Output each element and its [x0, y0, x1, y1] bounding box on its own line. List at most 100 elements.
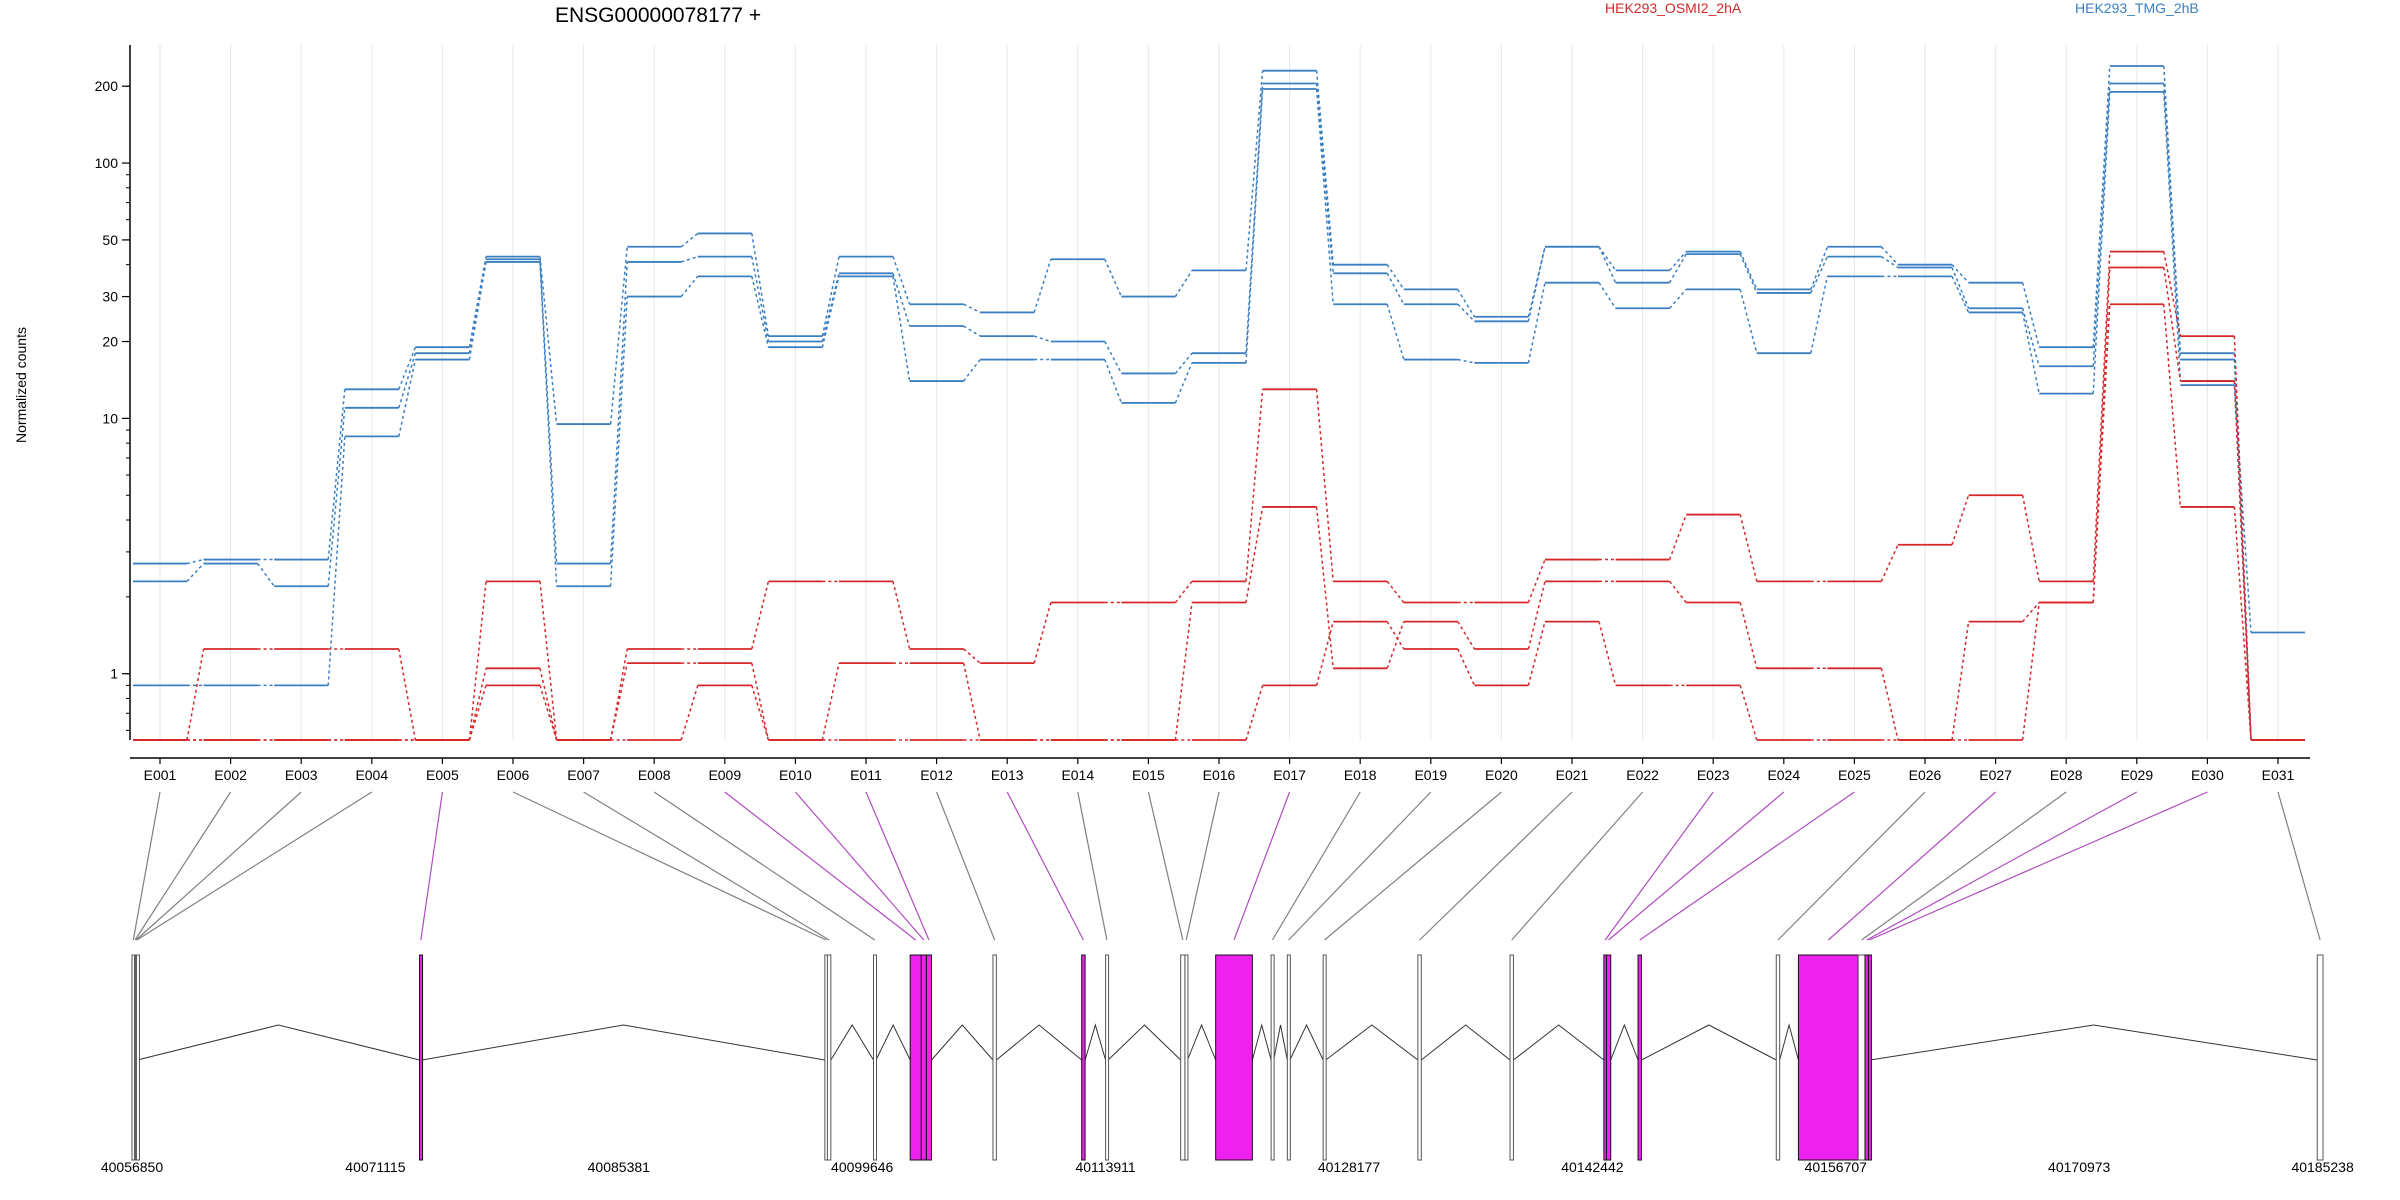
exon-connector-e026: [1777, 791, 1926, 941]
exon-connector-e010: [794, 791, 925, 941]
series-connector: [1951, 267, 1970, 309]
series-connector: [963, 325, 981, 337]
exon-connector-e004: [136, 791, 373, 941]
exon-connector-e003: [135, 791, 302, 941]
series-connector: [751, 233, 770, 337]
exon-box-e030: [1867, 954, 1872, 1161]
series-connector: [2021, 282, 2040, 348]
series-connector: [751, 685, 770, 741]
intron-line: [137, 1024, 420, 1061]
series-connector: [1104, 258, 1123, 297]
series-connector: [1315, 389, 1334, 582]
y-tick-label: 1: [110, 666, 118, 682]
y-tick-label: 50: [102, 232, 118, 248]
exon-connector-e002: [134, 791, 232, 941]
series-connector: [1810, 276, 1829, 354]
exon-connector-e016: [1185, 791, 1220, 941]
x-tick-label-e019: E019: [1414, 767, 1447, 783]
exon-box-e019: [1286, 954, 1291, 1161]
series-connector: [1245, 506, 1264, 603]
x-tick-label-e023: E023: [1697, 767, 1730, 783]
series-connector: [1739, 685, 1758, 741]
series-connector: [398, 648, 417, 741]
x-tick-label-e004: E004: [355, 767, 388, 783]
series-connector: [186, 558, 204, 565]
exon-box-e016: [1184, 954, 1189, 1161]
exon-box-e005: [419, 954, 424, 1161]
series-connector: [1457, 303, 1475, 322]
series-connector: [1315, 70, 1334, 265]
y-tick-label: 200: [95, 78, 119, 94]
x-tick-label-e027: E027: [1979, 767, 2012, 783]
series-connector: [1951, 276, 1970, 313]
series-connector: [821, 273, 840, 342]
series-connector: [1669, 580, 1687, 603]
y-tick-label: 20: [102, 334, 118, 350]
exon-box-e013: [1081, 954, 1086, 1161]
x-tick-label-e025: E025: [1838, 767, 1871, 783]
exon-box-e015: [1180, 954, 1186, 1161]
series-connector: [1386, 580, 1405, 603]
exon-box-e031: [2316, 954, 2324, 1161]
series-connector: [468, 259, 487, 354]
x-tick-label-e028: E028: [2050, 767, 2083, 783]
intron-line: [1273, 1024, 1288, 1061]
genomic-coordinate-label: 40142442: [1561, 1159, 1624, 1175]
series-connector: [1527, 559, 1546, 603]
x-tick-label-e024: E024: [1767, 767, 1800, 783]
exon-box-e026: [1775, 954, 1781, 1161]
series-connector: [1104, 359, 1123, 404]
exon-connector-e020: [1324, 791, 1502, 941]
intron-line: [1870, 1024, 2318, 1061]
series-connector: [2163, 304, 2182, 507]
x-tick-label-e010: E010: [779, 767, 812, 783]
series-connector: [1739, 251, 1758, 290]
series-connector: [680, 685, 699, 741]
exon-connector-e012: [936, 791, 996, 941]
genomic-coordinate-label: 40085381: [588, 1159, 651, 1175]
exon-connector-e005: [420, 791, 443, 941]
exon-connector-e001: [132, 791, 161, 941]
series-connector: [821, 256, 840, 337]
y-tick-label: 30: [102, 289, 118, 305]
series-connector: [1033, 602, 1052, 664]
series-connector: [1527, 246, 1546, 317]
series-connector: [1457, 648, 1476, 686]
series-connector: [1386, 264, 1405, 290]
x-tick-label-e022: E022: [1626, 767, 1659, 783]
series-connector: [1315, 83, 1334, 274]
exon-box-e028: [1857, 954, 1866, 1161]
series-connector: [1527, 246, 1546, 322]
x-tick-label-e020: E020: [1485, 767, 1518, 783]
series-connector: [1245, 70, 1264, 271]
exon-connector-e009: [724, 791, 917, 941]
intron-line: [1513, 1024, 1605, 1061]
series-connector: [2092, 65, 2111, 348]
series-connector: [1174, 580, 1193, 603]
series-connector: [609, 296, 628, 587]
series-connector: [1386, 272, 1405, 305]
series-connector: [609, 261, 628, 564]
series-connector: [2021, 495, 2040, 582]
exon-connector-e030: [1869, 791, 2208, 941]
series-connector: [186, 648, 205, 741]
exon-connector-e015: [1147, 791, 1184, 941]
exon-connectors: [132, 791, 2321, 941]
series-connector: [963, 303, 981, 314]
x-tick-label-e021: E021: [1556, 767, 1589, 783]
exon-box-e017: [1215, 954, 1253, 1161]
exon-box-e018: [1270, 954, 1275, 1161]
series-connector: [1245, 88, 1264, 363]
x-tick-label-e005: E005: [426, 767, 459, 783]
series-connector: [1245, 685, 1264, 741]
exon-box-e009: [909, 954, 922, 1161]
intron-line: [422, 1024, 825, 1061]
series-connector: [1739, 289, 1758, 354]
exon-connector-e027: [1827, 791, 1996, 941]
series-connector: [539, 668, 558, 741]
series-connector: [1174, 269, 1193, 297]
series-connector: [2092, 83, 2111, 367]
series-connector: [1810, 246, 1829, 290]
exon-connector-e024: [1608, 791, 1785, 941]
x-tick-label-e016: E016: [1203, 767, 1236, 783]
